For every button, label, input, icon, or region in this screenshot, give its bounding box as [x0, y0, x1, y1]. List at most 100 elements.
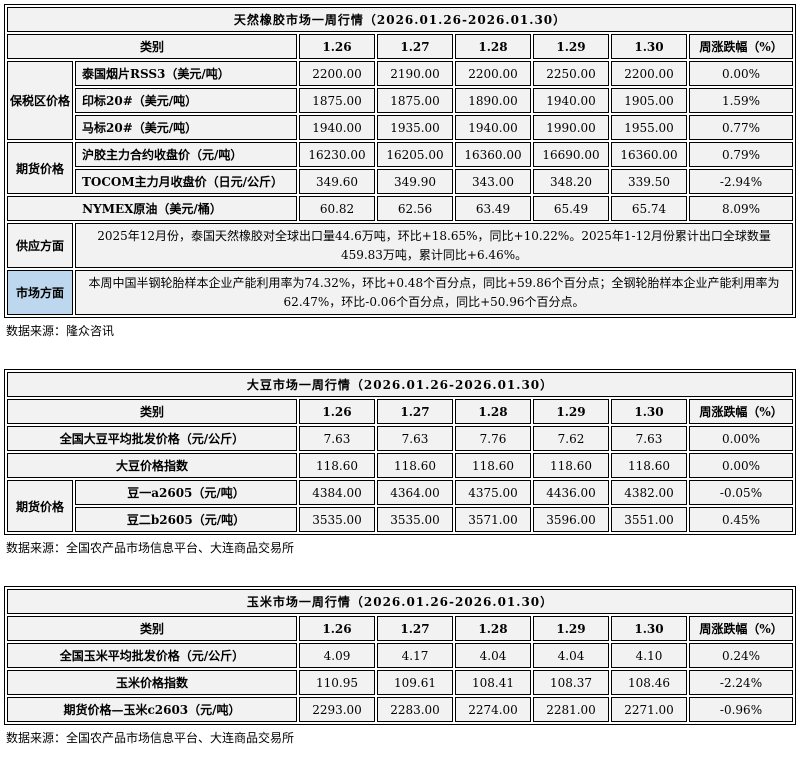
value-cell: 1905.00 [611, 88, 687, 113]
value-cell: 1935.00 [377, 115, 453, 140]
value-cell: 4382.00 [611, 480, 687, 506]
row-label: 豆二b2605（元/吨） [75, 507, 297, 533]
value-cell: 1955.00 [611, 115, 687, 140]
value-cell: 4.17 [377, 643, 453, 669]
column-header: 1.26 [299, 399, 375, 425]
rubber-table: 天然橡胶市场一周行情（2026.01.26-2026.01.30） 类别 1.26 1… [4, 4, 797, 319]
row-label: NYMEX原油（美元/桶） [7, 196, 297, 221]
column-header: 1.29 [533, 34, 609, 59]
value-cell: 2200.00 [455, 61, 531, 86]
value-cell: 16360.00 [455, 142, 531, 167]
change-cell: -2.94% [689, 169, 794, 194]
change-cell: -2.24% [689, 670, 794, 696]
change-cell: 0.79% [689, 142, 794, 167]
value-cell: 108.37 [533, 670, 609, 696]
value-cell: 4.04 [455, 643, 531, 669]
table-row: 全国大豆平均批发价格（元/公斤） 7.63 7.63 7.76 7.62 7.63 0.00… [7, 426, 794, 452]
value-cell: 2274.00 [455, 697, 531, 723]
value-cell: 65.49 [533, 196, 609, 221]
value-cell: 62.56 [377, 196, 453, 221]
corn-table-container: 玉米市场一周行情（2026.01.26-2026.01.30） 类别 1.26 1.2… [4, 586, 797, 726]
column-header: 1.30 [611, 34, 687, 59]
group-label: 期货价格 [7, 480, 73, 533]
value-cell: 2190.00 [377, 61, 453, 86]
row-label: 泰国烟片RSS3（美元/吨） [75, 61, 297, 86]
soybean-table-container: 大豆市场一周行情（2026.01.26-2026.01.30） 类别 1.26 1.2… [4, 369, 797, 536]
row-label: 马标20#（美元/吨） [75, 115, 297, 140]
value-cell: 2281.00 [533, 697, 609, 723]
change-cell: -0.05% [689, 480, 794, 506]
column-header: 1.26 [299, 616, 375, 642]
column-header: 1.28 [455, 399, 531, 425]
column-header: 1.27 [377, 34, 453, 59]
row-label: 印标20#（美元/吨） [75, 88, 297, 113]
note-row: 供应方面 2025年12月份，泰国天然橡胶对全球出口量44.6万吨，环比+18.6… [7, 223, 794, 269]
column-header: 1.29 [533, 616, 609, 642]
value-cell: 3596.00 [533, 507, 609, 533]
value-cell: 108.41 [455, 670, 531, 696]
value-cell: 4364.00 [377, 480, 453, 506]
note-text: 2025年12月份，泰国天然橡胶对全球出口量44.6万吨，环比+18.65%，同… [75, 223, 794, 269]
change-cell: 1.59% [689, 88, 794, 113]
row-label: 大豆价格指数 [7, 453, 297, 479]
column-header: 1.28 [455, 34, 531, 59]
note-row: 市场方面 本周中国半钢轮胎样本企业产能利用率为74.32%，环比+0.48个百分点… [7, 270, 794, 316]
change-cell: 0.00% [689, 453, 794, 479]
column-header: 类别 [7, 399, 297, 425]
value-cell: 1940.00 [455, 115, 531, 140]
row-label: TOCOM主力月收盘价（日元/公斤） [75, 169, 297, 194]
group-label: 保税区价格 [7, 61, 73, 140]
value-cell: 118.60 [533, 453, 609, 479]
value-cell: 118.60 [299, 453, 375, 479]
header-row: 类别 1.26 1.27 1.28 1.29 1.30 周涨跌幅（%） [7, 399, 794, 425]
section-gap [4, 564, 796, 586]
row-label: 期货价格—玉米c2603（元/吨） [7, 697, 297, 723]
change-cell: -0.96% [689, 697, 794, 723]
table-title: 大豆市场一周行情（2026.01.26-2026.01.30） [7, 372, 794, 398]
table-row: 豆二b2605（元/吨） 3535.00 3535.00 3571.00 3596.00… [7, 507, 794, 533]
row-label: 豆一a2605（元/吨） [75, 480, 297, 506]
source-line-corn: 数据来源：全国农产品市场信息平台、大连商品交易所 [6, 731, 295, 746]
value-cell: 16360.00 [611, 142, 687, 167]
column-header: 周涨跌幅（%） [689, 34, 794, 59]
column-header: 1.27 [377, 399, 453, 425]
value-cell: 348.20 [533, 169, 609, 194]
value-cell: 65.74 [611, 196, 687, 221]
table-row: 印标20#（美元/吨） 1875.00 1875.00 1890.00 1940.00 1… [7, 88, 794, 113]
value-cell: 7.63 [299, 426, 375, 452]
value-cell: 7.63 [611, 426, 687, 452]
table-row: 期货价格 豆一a2605（元/吨） 4384.00 4364.00 4375.00 443… [7, 480, 794, 533]
column-header: 1.27 [377, 616, 453, 642]
header-row: 类别 1.26 1.27 1.28 1.29 1.30 周涨跌幅（%） [7, 34, 794, 59]
value-cell: 7.76 [455, 426, 531, 452]
table-row: 全国玉米平均批发价格（元/公斤） 4.09 4.17 4.04 4.04 4.10 0.24… [7, 643, 794, 669]
table-row: 期货价格—玉米c2603（元/吨） 2293.00 2283.00 2274.00 22… [7, 697, 794, 723]
value-cell: 2200.00 [299, 61, 375, 86]
table-row: TOCOM主力月收盘价（日元/公斤） 349.60 349.90 343.00 348.… [7, 169, 794, 194]
value-cell: 2200.00 [611, 61, 687, 86]
value-cell: 3535.00 [299, 507, 375, 533]
value-cell: 16230.00 [299, 142, 375, 167]
value-cell: 349.90 [377, 169, 453, 194]
value-cell: 343.00 [455, 169, 531, 194]
value-cell: 2250.00 [533, 61, 609, 86]
soybean-section: 大豆市场一周行情（2026.01.26-2026.01.30） 类别 1.26 1.2… [4, 369, 797, 556]
value-cell: 16690.00 [533, 142, 609, 167]
soybean-table: 大豆市场一周行情（2026.01.26-2026.01.30） 类别 1.26 1.2… [4, 369, 797, 536]
row-label: 全国大豆平均批发价格（元/公斤） [7, 426, 297, 452]
value-cell: 60.82 [299, 196, 375, 221]
note-text: 本周中国半钢轮胎样本企业产能利用率为74.32%，环比+0.48个百分点，同比+… [75, 270, 794, 316]
table-row: 保税区价格 泰国烟片RSS3（美元/吨） 2200.00 2190.00 2200.00… [7, 61, 794, 140]
column-header: 1.30 [611, 616, 687, 642]
table-row: 期货价格 沪胶主力合约收盘价（元/吨） 16230.00 16205.00 16360.… [7, 142, 794, 194]
value-cell: 118.60 [377, 453, 453, 479]
corn-table: 玉米市场一周行情（2026.01.26-2026.01.30） 类别 1.26 1.2… [4, 586, 797, 726]
value-cell: 118.60 [611, 453, 687, 479]
section-gap [4, 347, 796, 369]
value-cell: 4.10 [611, 643, 687, 669]
corn-section: 玉米市场一周行情（2026.01.26-2026.01.30） 类别 1.26 1.2… [4, 586, 797, 746]
rubber-section: 天然橡胶市场一周行情（2026.01.26-2026.01.30） 类别 1.26 1… [4, 4, 797, 339]
column-header: 1.29 [533, 399, 609, 425]
value-cell: 4.09 [299, 643, 375, 669]
